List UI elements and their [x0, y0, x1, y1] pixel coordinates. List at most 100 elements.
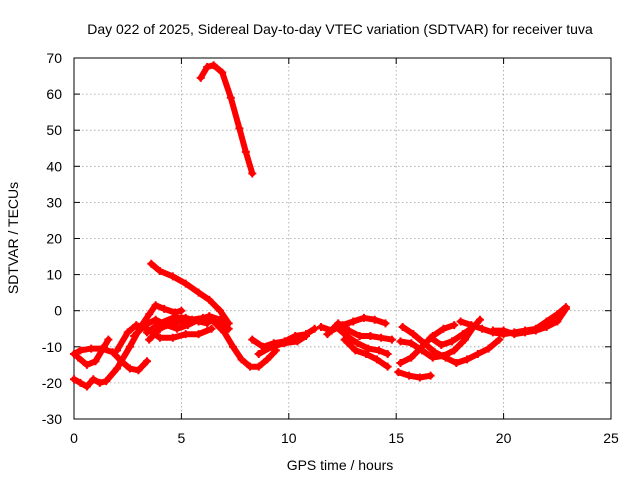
data-point [89, 375, 98, 384]
data-point [194, 288, 203, 297]
data-point [196, 73, 205, 82]
x-tick-label: 5 [178, 430, 186, 446]
data-point [166, 319, 175, 328]
y-tick-label: 60 [46, 86, 62, 102]
data-point [254, 350, 263, 359]
data-point [495, 335, 504, 344]
y-tick-label: 40 [46, 158, 62, 174]
data-point [237, 355, 246, 364]
data-point [450, 346, 459, 355]
data-point [151, 301, 160, 310]
data-point [359, 313, 368, 322]
data-point [188, 315, 197, 324]
data-point [155, 333, 164, 342]
data-point [74, 353, 83, 362]
data-point [450, 321, 459, 330]
data-point [130, 331, 139, 340]
data-series [70, 61, 570, 391]
series-line-trace-8 [131, 313, 232, 339]
data-point [317, 322, 326, 331]
data-point [267, 342, 276, 351]
data-point [342, 331, 351, 340]
data-point [220, 328, 229, 337]
data-point [70, 350, 78, 359]
data-point [248, 169, 257, 178]
data-point [209, 317, 218, 326]
axis-ticks [73, 57, 612, 420]
data-point [415, 373, 424, 382]
data-point [351, 346, 360, 355]
data-point [123, 328, 132, 337]
data-point [151, 315, 160, 324]
x-tick-label: 15 [388, 430, 404, 446]
data-point [456, 317, 465, 326]
data-point [417, 346, 426, 355]
data-point [542, 322, 551, 331]
data-point [216, 315, 225, 324]
data-point [76, 378, 85, 387]
data-point [426, 333, 435, 342]
data-point [254, 362, 263, 371]
data-point [177, 306, 186, 315]
series-line-trace-16 [399, 323, 503, 366]
data-point [228, 342, 237, 351]
data-point [405, 371, 414, 380]
x-tick-label: 10 [281, 430, 297, 446]
data-point [125, 364, 134, 373]
data-point [246, 362, 255, 371]
data-point [168, 272, 177, 281]
data-point [407, 339, 416, 348]
chart-title: Day 022 of 2025, Sidereal Day-to-day VTE… [87, 21, 593, 37]
data-point [375, 346, 384, 355]
data-point [355, 331, 364, 340]
data-point [177, 317, 186, 326]
data-point [147, 259, 156, 268]
data-point [181, 330, 190, 339]
data-point [370, 315, 379, 324]
data-point [235, 124, 244, 133]
data-point [510, 330, 519, 339]
data-point [218, 68, 227, 77]
data-point [499, 326, 508, 335]
data-point [132, 321, 141, 330]
y-tick-label: -30 [42, 411, 62, 427]
data-point [224, 324, 233, 333]
data-point [155, 324, 164, 333]
data-point [463, 355, 472, 364]
data-point [475, 315, 484, 324]
data-point [396, 359, 405, 368]
data-point [263, 355, 272, 364]
data-point [160, 304, 169, 313]
data-point [426, 371, 435, 380]
data-point [203, 63, 212, 72]
data-point [561, 304, 570, 313]
data-point [323, 330, 332, 339]
data-point [377, 333, 386, 342]
data-point [460, 335, 469, 344]
data-point [205, 295, 214, 304]
data-point [478, 324, 487, 333]
y-tick-label: 30 [46, 194, 62, 210]
data-point [439, 351, 448, 360]
x-tick-label: 20 [496, 430, 512, 446]
data-point [241, 147, 250, 156]
y-axis-label: SDTVAR / TECUs [5, 182, 21, 294]
data-point [194, 330, 203, 339]
data-point [145, 310, 154, 319]
data-point [95, 378, 104, 387]
data-point [209, 61, 218, 70]
data-point [553, 317, 562, 326]
data-point [521, 328, 530, 337]
x-tick-label: 0 [70, 430, 78, 446]
y-tick-label: -20 [42, 375, 62, 391]
data-point [145, 335, 154, 344]
data-point [70, 375, 78, 384]
y-tick-label: 20 [46, 231, 62, 247]
data-point [332, 322, 341, 331]
data-point [349, 317, 358, 326]
data-point [428, 353, 437, 362]
data-point [143, 357, 152, 366]
data-point [280, 339, 289, 348]
data-point [383, 350, 392, 359]
data-point [458, 330, 467, 339]
